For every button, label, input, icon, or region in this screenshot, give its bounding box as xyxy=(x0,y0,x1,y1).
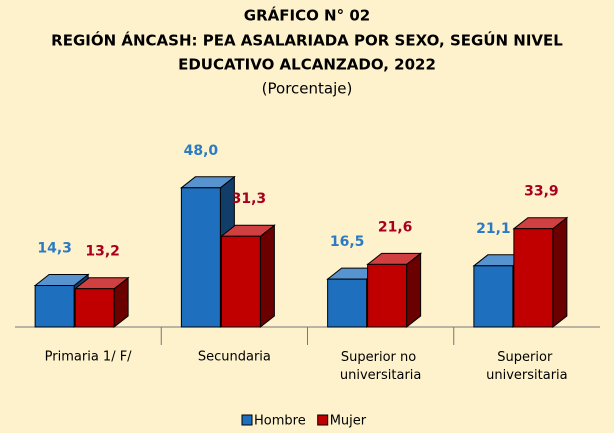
bar xyxy=(34,285,75,328)
value-label: 31,3 xyxy=(232,191,267,207)
label-line: universitaria xyxy=(486,368,568,383)
x-tick-label: Primaria 1/ F/ xyxy=(45,350,133,365)
x-tick-label: Superior universitaria xyxy=(486,350,568,383)
bar xyxy=(220,235,261,328)
value-label: 21,6 xyxy=(378,219,413,235)
label-line: universitaria xyxy=(340,368,422,383)
label-line: Superior xyxy=(497,350,556,365)
x-tick-label: Secundaria xyxy=(198,350,271,365)
bar-side xyxy=(259,224,275,329)
value-label: 16,5 xyxy=(330,234,365,250)
value-label: 14,3 xyxy=(37,241,72,257)
value-label: 33,9 xyxy=(524,184,559,200)
bar xyxy=(180,187,221,328)
bar xyxy=(74,288,115,328)
legend-label: Hombre xyxy=(254,414,306,429)
unit-label: (Porcentaje) xyxy=(262,80,353,98)
bar xyxy=(367,263,408,328)
value-label: 13,2 xyxy=(85,244,120,260)
value-label: 21,1 xyxy=(476,221,511,237)
x-tick-label: Superior no universitaria xyxy=(340,350,422,383)
legend-swatch xyxy=(241,414,253,426)
bar xyxy=(513,228,554,328)
chart-title: GRÁFICO N° 02 xyxy=(244,6,370,25)
bar xyxy=(327,278,368,328)
chart-subtitle: REGIÓN ÁNCASH: PEA ASALARIADA POR SEXO, … xyxy=(51,31,563,50)
label-line: Superior no xyxy=(341,350,420,365)
legend-label: Mujer xyxy=(330,414,367,429)
bar-side xyxy=(552,216,568,329)
legend-swatch xyxy=(317,414,329,426)
bar-side xyxy=(406,252,422,329)
value-label: 48,0 xyxy=(184,143,219,159)
bar xyxy=(473,265,514,328)
chart-subtitle: EDUCATIVO ALCANZADO, 2022 xyxy=(178,56,436,74)
